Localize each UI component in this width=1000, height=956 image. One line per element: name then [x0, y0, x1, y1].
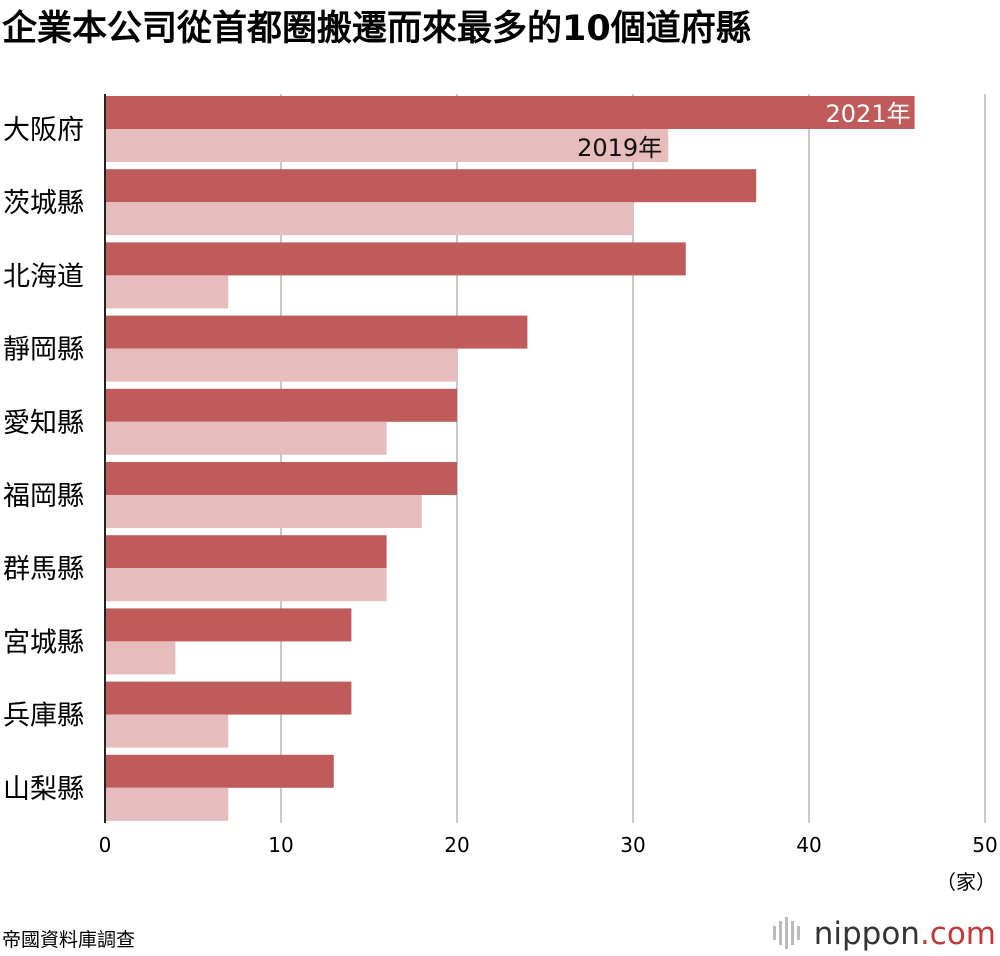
category-label: 茨城縣	[3, 188, 84, 219]
category-label: 宮城縣	[3, 627, 84, 658]
x-tick-label: 20	[444, 833, 469, 857]
bar-2021年	[105, 681, 352, 715]
x-tick-label: 10	[268, 833, 293, 857]
bars	[105, 96, 915, 821]
logo-mark-bar	[785, 917, 788, 949]
bar-2021年	[105, 242, 686, 276]
bar-2021年	[105, 315, 528, 349]
category-label: 群馬縣	[3, 554, 84, 585]
bar-2021年	[105, 754, 334, 788]
bar-2019年	[105, 348, 457, 382]
bar-2019年	[105, 202, 633, 236]
category-label: 北海道	[3, 261, 84, 292]
logo-mark-bar	[797, 926, 800, 940]
bar-2019年	[105, 421, 387, 455]
category-label: 山梨縣	[3, 774, 84, 805]
x-axis-unit: （家）	[936, 870, 996, 894]
brand-suffix: .com	[920, 916, 996, 952]
bar-2021年	[105, 388, 457, 422]
source-note: 帝國資料庫調查	[2, 929, 135, 951]
bar-2019年	[105, 495, 422, 528]
x-tick-label: 0	[99, 833, 112, 857]
x-tick-labels: 0 10 20 30 40 50	[99, 833, 998, 857]
category-label: 福岡縣	[3, 481, 84, 512]
legend-label-2019: 2019年	[577, 134, 662, 162]
category-label: 大阪府	[3, 115, 84, 146]
bar-2019年	[105, 641, 176, 675]
chart-title: 企業本公司從首都圈搬遷而來最多的10個道府縣	[2, 8, 751, 49]
category-label: 兵庫縣	[3, 701, 84, 732]
bar-2019年	[105, 275, 229, 309]
brand-logo: nippon.com	[773, 916, 996, 952]
x-tick-label: 30	[620, 833, 645, 857]
bar-2019年	[105, 787, 229, 821]
bar-2021年	[105, 535, 387, 569]
logo-mark-bar	[773, 926, 776, 940]
bar-2021年	[105, 96, 915, 129]
bar-2019年	[105, 714, 229, 748]
bar-2021年	[105, 462, 457, 495]
logo-mark-bar	[779, 921, 782, 945]
category-label: 愛知縣	[3, 408, 84, 439]
bar-2019年	[105, 129, 669, 162]
category-label: 靜岡縣	[3, 335, 84, 366]
legend-label-2021: 2021年	[826, 100, 911, 128]
x-tick-label: 50	[972, 833, 997, 857]
brand-name: nippon	[814, 916, 920, 952]
bar-2021年	[105, 169, 757, 203]
logo-mark-bar	[791, 921, 794, 945]
bar-2021年	[105, 608, 352, 642]
x-tick-label: 40	[796, 833, 821, 857]
bar-2019年	[105, 568, 387, 602]
brand-text: nippon.com	[814, 916, 996, 952]
